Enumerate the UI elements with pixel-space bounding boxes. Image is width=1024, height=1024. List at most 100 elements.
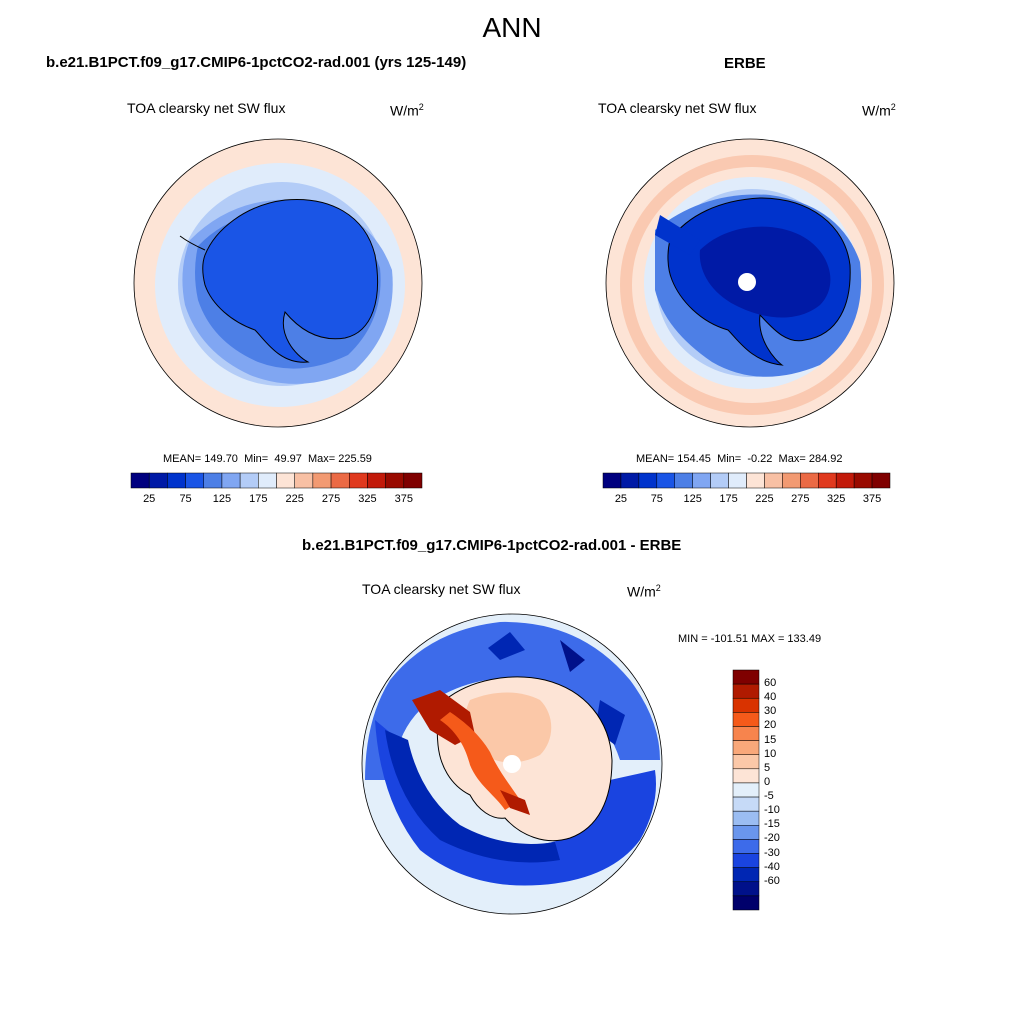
diff-colorbar-tick-label: -10 bbox=[764, 804, 780, 817]
diff-colorbar-tick-label: 60 bbox=[764, 677, 777, 690]
obs-colorbar-swatch bbox=[853, 472, 873, 489]
diff-colorbar-tick-label: 20 bbox=[764, 719, 777, 732]
model-colorbar-tick-label: 325 bbox=[358, 493, 377, 505]
model-colorbar-tick-label: 75 bbox=[179, 493, 192, 505]
diff-polar-map bbox=[362, 614, 662, 914]
obs-colorbar-tick-label: 225 bbox=[755, 493, 774, 505]
diff-minmax: MIN = -101.51 MAX = 133.49 bbox=[678, 633, 822, 645]
model-colorbar-tick-label: 375 bbox=[394, 493, 413, 505]
model-colorbar-swatch bbox=[239, 472, 259, 489]
model-colorbar-swatch bbox=[203, 472, 223, 489]
obs-colorbar-tick-label: 325 bbox=[827, 493, 846, 505]
obs-units: W/m2 bbox=[862, 102, 896, 119]
obs-colorbar-swatch bbox=[764, 472, 783, 489]
diff-colorbar-swatch bbox=[732, 768, 760, 784]
diff-colorbar-tick-label: 40 bbox=[764, 691, 777, 704]
diff-colorbar-swatch bbox=[732, 740, 760, 755]
obs-colorbar-swatch bbox=[746, 472, 765, 489]
diff-colorbar-swatch bbox=[732, 669, 760, 685]
obs-colorbar-swatch bbox=[692, 472, 711, 489]
model-panel-title: b.e21.B1PCT.f09_g17.CMIP6-1pctCO2-rad.00… bbox=[46, 54, 467, 71]
diff-variable-label: TOA clearsky net SW flux bbox=[362, 581, 521, 597]
diff-colorbar-swatch bbox=[732, 881, 760, 897]
diff-map-border bbox=[361, 613, 663, 915]
obs-colorbar-swatch bbox=[602, 472, 622, 489]
model-colorbar-swatch bbox=[148, 472, 168, 489]
obs-colorbar-swatch bbox=[638, 472, 658, 489]
model-colorbar-swatch bbox=[276, 472, 295, 489]
model-colorbar-swatch bbox=[312, 472, 332, 489]
obs-colorbar-swatch bbox=[620, 472, 640, 489]
diff-colorbar-tick-label: 0 bbox=[764, 775, 771, 788]
obs-polar-map bbox=[606, 139, 894, 427]
model-colorbar-swatch bbox=[367, 472, 386, 489]
model-colorbar-swatch bbox=[330, 472, 350, 489]
obs-colorbar-swatch bbox=[782, 472, 801, 489]
obs-colorbar-swatch bbox=[674, 472, 693, 489]
obs-colorbar bbox=[602, 472, 891, 489]
obs-colorbar-tick-label: 275 bbox=[791, 493, 810, 505]
diff-colorbar-tick-label: 30 bbox=[764, 705, 777, 718]
diff-colorbar-tick-label: 5 bbox=[764, 761, 771, 774]
diff-units: W/m2 bbox=[627, 583, 661, 600]
diff-colorbar-tick-label: -15 bbox=[764, 818, 780, 831]
obs-colorbar-swatch bbox=[871, 472, 891, 489]
obs-colorbar-tick-label: 25 bbox=[614, 493, 628, 505]
model-colorbar-tick-label: 175 bbox=[249, 493, 268, 505]
obs-colorbar-swatch bbox=[656, 472, 675, 489]
model-colorbar-tick-label: 25 bbox=[143, 493, 156, 505]
diff-colorbar-swatch bbox=[732, 810, 760, 826]
model-map-border bbox=[133, 138, 423, 428]
model-colorbar-swatch bbox=[167, 472, 186, 489]
model-polar-map bbox=[134, 139, 422, 427]
obs-colorbar-swatch bbox=[710, 472, 729, 489]
model-colorbar-swatch bbox=[385, 472, 405, 489]
model-colorbar-tick-label: 125 bbox=[212, 493, 232, 505]
model-units: W/m2 bbox=[390, 102, 424, 119]
diff-colorbar bbox=[732, 669, 760, 911]
diff-panel-title: b.e21.B1PCT.f09_g17.CMIP6-1pctCO2-rad.00… bbox=[302, 537, 682, 554]
model-colorbar bbox=[130, 472, 423, 489]
diff-colorbar-swatch bbox=[732, 683, 760, 699]
diff-colorbar-swatch bbox=[732, 697, 760, 713]
diff-colorbar-tick-label: -30 bbox=[764, 846, 780, 859]
model-colorbar-swatch bbox=[403, 472, 423, 489]
diff-colorbar-swatch bbox=[732, 867, 760, 883]
diff-colorbar-swatch bbox=[732, 853, 760, 868]
diff-colorbar-swatch bbox=[732, 726, 760, 741]
model-colorbar-swatch bbox=[185, 472, 204, 489]
model-colorbar-swatch bbox=[130, 472, 150, 489]
model-colorbar-swatch bbox=[258, 472, 277, 489]
diff-colorbar-tick-label: -60 bbox=[764, 874, 780, 887]
figure-title: ANN bbox=[482, 12, 542, 43]
obs-colorbar-swatch bbox=[835, 472, 855, 489]
diff-colorbar-tick-label: -5 bbox=[764, 790, 774, 803]
diff-colorbar-tick-label: -20 bbox=[764, 832, 780, 845]
diff-colorbar-swatch bbox=[732, 895, 760, 911]
model-colorbar-tick-label: 275 bbox=[321, 493, 341, 505]
model-colorbar-swatch bbox=[294, 472, 314, 489]
model-stats: MEAN= 149.70 Min= 49.97 Max= 225.59 bbox=[163, 453, 372, 465]
obs-variable-label: TOA clearsky net SW flux bbox=[598, 100, 757, 116]
obs-colorbar-tick-label: 375 bbox=[862, 493, 882, 505]
obs-map-border bbox=[605, 138, 895, 428]
obs-colorbar-tick-label: 75 bbox=[650, 493, 663, 505]
obs-colorbar-swatch bbox=[800, 472, 819, 489]
diff-colorbar-swatch bbox=[732, 839, 760, 854]
obs-colorbar-swatch bbox=[818, 472, 837, 489]
diff-colorbar-tick-label: 10 bbox=[764, 747, 777, 760]
diff-colorbar-swatch bbox=[732, 712, 760, 727]
diff-colorbar-swatch bbox=[732, 782, 760, 798]
obs-colorbar-tick-label: 175 bbox=[719, 493, 738, 505]
diff-colorbar-swatch bbox=[732, 796, 760, 812]
model-colorbar-tick-label: 225 bbox=[285, 493, 304, 505]
model-variable-label: TOA clearsky net SW flux bbox=[127, 100, 286, 116]
model-colorbar-swatch bbox=[221, 472, 241, 489]
obs-panel-title: ERBE bbox=[724, 55, 766, 72]
diff-colorbar-tick-label: 15 bbox=[764, 733, 777, 746]
obs-colorbar-swatch bbox=[728, 472, 747, 489]
diff-colorbar-swatch bbox=[732, 754, 760, 770]
obs-stats: MEAN= 154.45 Min= -0.22 Max= 284.92 bbox=[636, 453, 843, 465]
diff-colorbar-tick-label: -40 bbox=[764, 860, 780, 873]
